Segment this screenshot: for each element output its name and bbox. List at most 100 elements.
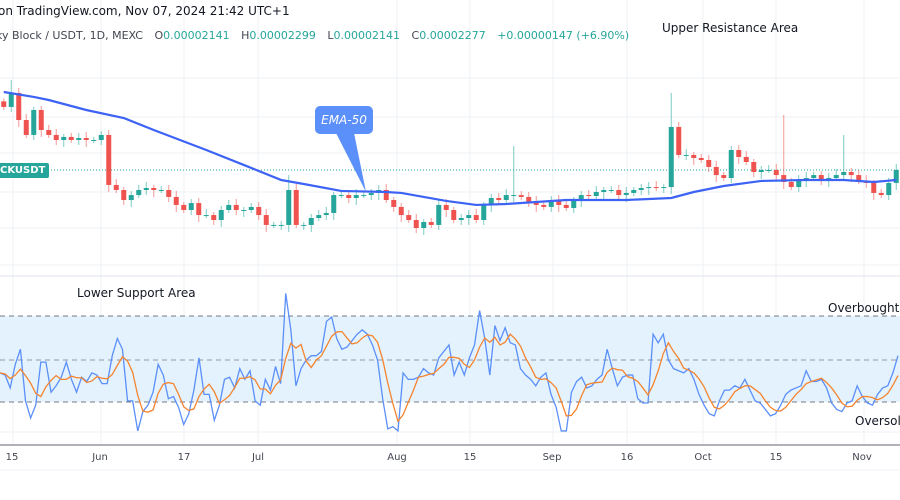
candle-body	[211, 215, 217, 220]
candle-body	[451, 210, 457, 220]
candle-body	[841, 172, 847, 176]
low-value: 0.00002141	[333, 29, 401, 42]
candle-body	[61, 136, 67, 140]
candle	[736, 145, 742, 164]
candle-body	[46, 130, 52, 135]
candle-body	[458, 218, 464, 220]
candle	[766, 165, 772, 173]
candle-body	[608, 190, 614, 191]
candle	[166, 185, 172, 202]
candle	[878, 188, 884, 199]
candle	[308, 214, 314, 232]
candle	[83, 132, 89, 147]
candle	[406, 210, 412, 223]
candle-body	[353, 195, 359, 198]
candle-body	[166, 190, 172, 197]
x-tick-label: Sep	[542, 452, 562, 463]
candle	[893, 164, 899, 190]
candle-body	[361, 195, 367, 197]
candle-body	[533, 202, 539, 205]
symbol-line[interactable]: ky Block / USDT, 1D, MEXC	[0, 29, 143, 42]
candle-body	[263, 215, 269, 225]
candle-body	[526, 196, 532, 202]
candle-body	[121, 190, 127, 200]
candle-body	[278, 224, 284, 226]
candle-body	[661, 187, 667, 189]
candle	[256, 201, 262, 221]
low-label: L	[327, 29, 334, 42]
candle	[331, 192, 337, 220]
candle	[683, 148, 689, 160]
candle-body	[743, 156, 749, 162]
candle	[218, 206, 224, 227]
candle	[278, 220, 284, 230]
candle	[421, 219, 427, 235]
candle-body	[781, 175, 787, 182]
candle	[593, 186, 599, 201]
candle-body	[721, 175, 727, 178]
candle-body	[571, 200, 577, 208]
candle	[511, 146, 517, 203]
candle	[758, 166, 764, 179]
x-tick-label: 17	[177, 452, 191, 463]
candle	[31, 107, 37, 140]
candle-body	[751, 162, 757, 172]
candle-body	[683, 154, 689, 156]
candle	[466, 210, 472, 225]
candle-body	[698, 158, 704, 160]
candle	[503, 189, 509, 205]
candle-body	[98, 134, 104, 140]
candle	[871, 179, 877, 200]
candle-body	[203, 215, 209, 217]
candle-body	[638, 188, 644, 190]
candle	[136, 185, 142, 199]
symbol-price-tag: CKUSDT	[0, 163, 50, 178]
x-tick-label: Nov	[852, 452, 872, 463]
candle-body	[736, 150, 742, 157]
candle-body	[181, 204, 187, 210]
candle	[61, 133, 67, 147]
candle	[46, 125, 52, 138]
candle-body	[691, 154, 697, 158]
candle	[391, 197, 397, 212]
candle	[661, 184, 667, 193]
candle-body	[271, 224, 277, 226]
candle-body	[151, 188, 157, 190]
candle	[451, 207, 457, 223]
candle-body	[428, 222, 434, 225]
candle-body	[83, 138, 89, 140]
candle	[173, 190, 179, 212]
candle	[751, 159, 757, 177]
close-label: C	[411, 29, 420, 42]
candle-body	[338, 195, 344, 197]
candle	[151, 185, 157, 197]
candle-body	[788, 182, 794, 188]
candle-body	[833, 175, 839, 178]
candle	[383, 184, 389, 203]
candle-body	[481, 204, 487, 220]
candle-body	[136, 190, 142, 196]
candle-body	[511, 195, 517, 197]
candle-body	[488, 198, 494, 205]
candle-body	[713, 166, 719, 176]
candle	[91, 137, 97, 143]
ema-50-line	[3, 90, 897, 207]
candle	[338, 191, 344, 199]
candle	[773, 164, 779, 181]
candle-body	[436, 204, 442, 225]
candle	[781, 114, 787, 189]
candle	[436, 199, 442, 230]
candle-body	[413, 220, 419, 228]
candle	[721, 172, 727, 181]
candle-body	[473, 215, 479, 220]
candle	[743, 150, 749, 165]
candle-body	[316, 215, 322, 218]
candle	[586, 190, 592, 199]
candle-body	[76, 138, 82, 140]
candle	[698, 154, 704, 163]
candle-body	[421, 222, 427, 228]
candle-body	[173, 196, 179, 205]
candle	[323, 206, 329, 221]
candle-body	[293, 190, 299, 225]
